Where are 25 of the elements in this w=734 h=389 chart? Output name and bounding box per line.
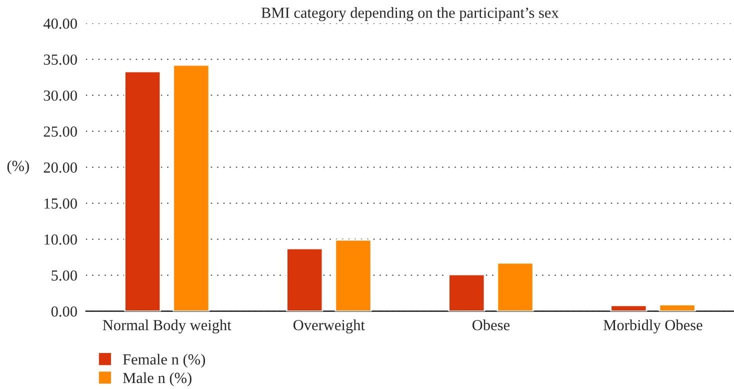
y-tick-label: 0.00 (51, 306, 77, 317)
bar (448, 274, 486, 312)
legend-label: Male n (%) (122, 372, 192, 386)
bar (172, 64, 210, 312)
bar (286, 248, 324, 312)
y-tick-label: 10.00 (44, 234, 77, 245)
y-axis-title: (%) (7, 160, 29, 174)
y-tick-label: 15.00 (44, 198, 77, 209)
y-tick-label: 20.00 (44, 162, 77, 173)
bar (496, 262, 534, 312)
legend-label: Female n (%) (122, 354, 206, 368)
y-tick-label: 30.00 (44, 90, 77, 101)
bar (658, 304, 696, 312)
x-tick-label: Obese (472, 320, 510, 330)
x-tick-label: Morbidly Obese (604, 320, 702, 334)
bar (610, 304, 648, 312)
bar (334, 239, 372, 312)
x-tick-label: Normal Body weight (102, 320, 232, 334)
y-tick-label: 35.00 (44, 54, 77, 65)
x-tick-label: Overweight (293, 320, 365, 334)
y-tick-label: 5.00 (52, 270, 77, 281)
y-tick-label: 25.00 (44, 126, 77, 137)
bar (124, 70, 162, 312)
y-tick-label: 40.00 (43, 18, 77, 29)
chart-title: BMI category depending on the participant’s sex (261, 7, 559, 22)
